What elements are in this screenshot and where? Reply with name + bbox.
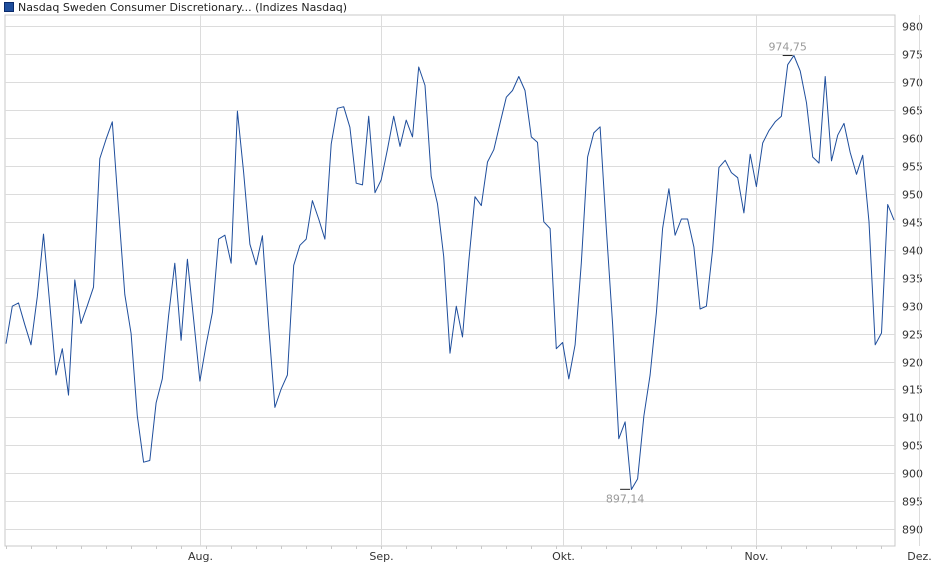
y-tick-label: 915 [902,384,923,397]
y-tick-label: 925 [902,329,923,342]
x-tick-label: Aug. [188,550,213,563]
y-tick-label: 945 [902,217,923,230]
legend: Nasdaq Sweden Consumer Discretionary... … [4,0,347,14]
y-tick-label: 890 [902,524,923,537]
y-tick-label: 935 [902,273,923,286]
y-tick-label: 930 [902,301,923,314]
y-tick-label: 975 [902,49,923,62]
x-tick-label: Dez. [907,550,932,563]
series-line [5,55,895,490]
y-tick-label: 910 [902,412,923,425]
legend-label: Nasdaq Sweden Consumer Discretionary... … [18,0,348,14]
x-tick-label: Nov. [744,550,768,563]
y-tick-label: 970 [902,77,923,90]
y-tick-label: 920 [902,357,923,370]
legend-swatch [4,2,14,12]
plot-area [4,14,896,547]
y-tick-label: 960 [902,133,923,146]
y-tick-label: 905 [902,440,923,453]
x-tick-label: Sep. [369,550,393,563]
y-tick-label: 900 [902,468,923,481]
y-tick-label: 950 [902,189,923,202]
high-annotation: 974,75 [768,41,807,54]
y-tick-label: 980 [902,21,923,34]
y-tick-label: 965 [902,105,923,118]
x-tick-label: Okt. [552,550,575,563]
y-tick-label: 955 [902,161,923,174]
y-tick-label: 940 [902,245,923,258]
y-tick-label: 895 [902,496,923,509]
low-annotation: 897,14 [606,492,645,505]
